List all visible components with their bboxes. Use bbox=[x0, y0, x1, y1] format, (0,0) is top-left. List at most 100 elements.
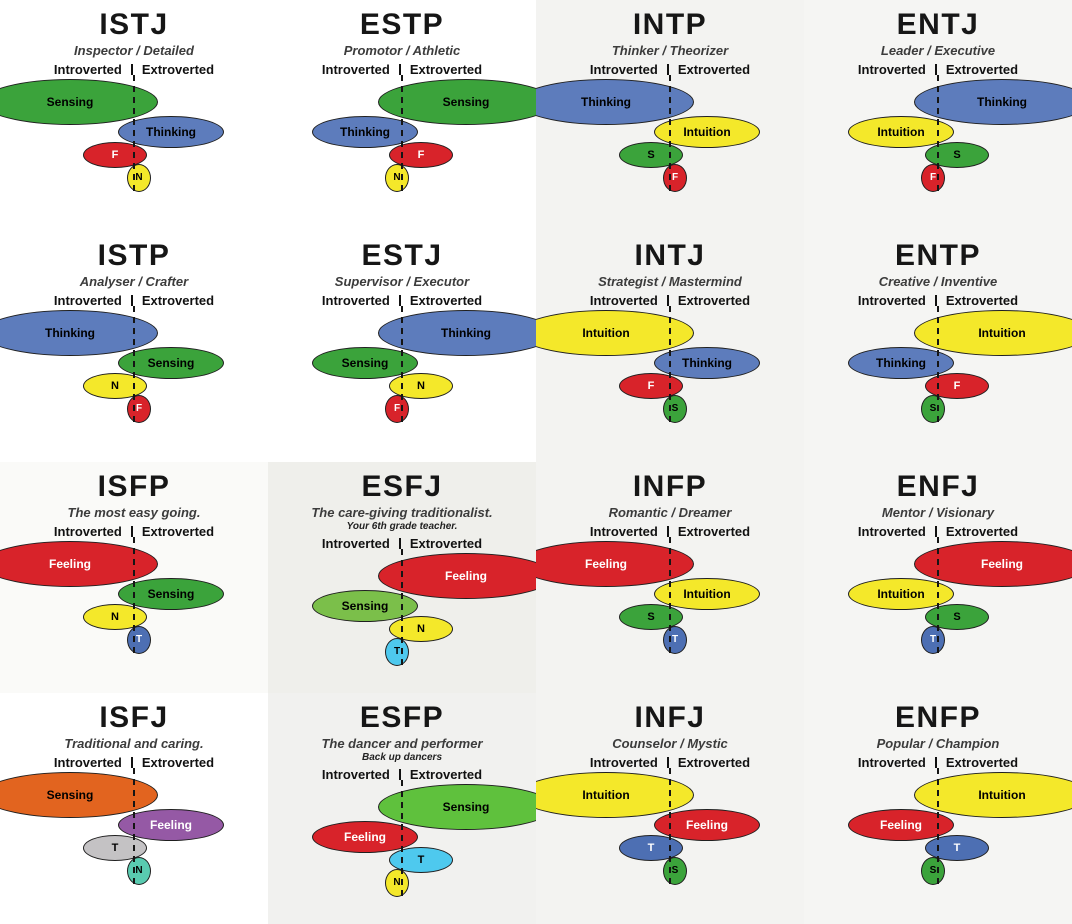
type-card-enfp: ENFP Popular / Champion Introverted Extr… bbox=[804, 693, 1072, 924]
function-label: N bbox=[393, 877, 401, 888]
function-label: Feeling bbox=[343, 829, 386, 844]
function-ellipse-feeling: Feeling bbox=[848, 808, 954, 841]
function-label: Sensing bbox=[341, 355, 389, 370]
function-ellipse-sensing: Sensing bbox=[0, 78, 158, 125]
function-label: T bbox=[135, 634, 143, 645]
introverted-label: Introverted bbox=[589, 523, 658, 539]
function-stack: Intuition Thinking F S bbox=[536, 305, 804, 433]
function-ellipse-t: T bbox=[925, 834, 989, 861]
function-label: Intuition bbox=[683, 586, 731, 601]
introverted-label: Introverted bbox=[53, 754, 122, 770]
function-ellipse-feeling: Feeling bbox=[312, 820, 418, 853]
type-subtitle: Inspector / Detailed bbox=[74, 42, 194, 58]
function-label: T bbox=[953, 841, 961, 854]
axis-labels: Introverted Extroverted bbox=[858, 62, 1018, 77]
function-ellipse-n: N bbox=[83, 372, 147, 399]
introvert-extrovert-divider-line bbox=[133, 767, 135, 887]
introverted-label: Introverted bbox=[321, 766, 390, 782]
extroverted-label: Extroverted bbox=[945, 523, 1019, 539]
type-title: ESFJ bbox=[361, 470, 443, 503]
function-ellipse-intuition: Intuition bbox=[914, 771, 1072, 818]
extroverted-label: Extroverted bbox=[409, 535, 483, 551]
type-title: ENTP bbox=[894, 239, 981, 272]
function-ellipse-t: T bbox=[83, 834, 147, 861]
function-ellipse-s: S bbox=[663, 856, 687, 885]
function-ellipse-sensing: Sensing bbox=[0, 771, 158, 818]
type-title: ISFP bbox=[97, 470, 171, 503]
function-label: Thinking bbox=[581, 94, 631, 109]
function-label: N bbox=[417, 622, 425, 635]
function-stack: Sensing Thinking F N bbox=[268, 74, 536, 202]
type-subtitle: The care-giving traditionalist. bbox=[311, 504, 493, 520]
function-ellipse-feeling: Feeling bbox=[914, 540, 1072, 587]
function-ellipse-s: S bbox=[921, 856, 945, 885]
function-ellipse-feeling: Feeling bbox=[378, 552, 536, 599]
function-ellipse-t: T bbox=[619, 834, 683, 861]
introverted-label: Introverted bbox=[857, 523, 926, 539]
function-ellipse-n: N bbox=[385, 868, 409, 897]
introverted-label: Introverted bbox=[857, 61, 926, 77]
function-ellipse-thinking: Thinking bbox=[914, 78, 1072, 125]
function-ellipse-feeling: Feeling bbox=[536, 540, 694, 587]
function-ellipse-f: F bbox=[385, 394, 409, 423]
axis-divider-tick bbox=[130, 63, 133, 75]
type-subtitle: Counselor / Mystic bbox=[612, 735, 728, 751]
extroverted-label: Extroverted bbox=[677, 292, 751, 308]
type-subtitle: Creative / Inventive bbox=[878, 273, 998, 289]
introverted-label: Introverted bbox=[53, 292, 122, 308]
type-title: ENFP bbox=[894, 701, 981, 734]
type-card-infj: INFJ Counselor / Mystic Introverted Extr… bbox=[536, 693, 804, 924]
axis-divider-tick bbox=[934, 756, 937, 768]
function-label: F bbox=[111, 148, 119, 161]
function-label: S bbox=[647, 610, 655, 623]
function-ellipse-thinking: Thinking bbox=[312, 115, 418, 148]
axis-divider-tick bbox=[666, 756, 669, 768]
function-label: Thinking bbox=[682, 355, 732, 370]
extroverted-label: Extroverted bbox=[141, 523, 215, 539]
function-ellipse-f: F bbox=[663, 163, 687, 192]
function-ellipse-f: F bbox=[389, 141, 453, 168]
type-subtitle: Traditional and caring. bbox=[64, 735, 204, 751]
type-note: Back up dancers bbox=[361, 751, 443, 763]
type-subtitle: Popular / Champion bbox=[876, 735, 1000, 751]
function-label: F bbox=[647, 379, 655, 392]
function-ellipse-f: F bbox=[921, 163, 945, 192]
function-ellipse-sensing: Sensing bbox=[312, 589, 418, 622]
function-stack: Intuition Thinking F S bbox=[804, 305, 1072, 433]
function-label: Sensing bbox=[147, 355, 195, 370]
function-label: S bbox=[953, 610, 961, 623]
type-title: ENTJ bbox=[896, 8, 980, 41]
function-label: Sensing bbox=[46, 787, 94, 802]
type-subtitle: Romantic / Dreamer bbox=[608, 504, 732, 520]
function-ellipse-intuition: Intuition bbox=[536, 309, 694, 356]
function-label: Feeling bbox=[980, 556, 1023, 571]
function-label: Thinking bbox=[441, 325, 491, 340]
type-card-entj: ENTJ Leader / Executive Introverted Extr… bbox=[804, 0, 1072, 231]
introvert-extrovert-divider-line bbox=[669, 305, 671, 425]
extroverted-label: Extroverted bbox=[141, 292, 215, 308]
axis-divider-tick bbox=[398, 537, 401, 549]
extroverted-label: Extroverted bbox=[409, 292, 483, 308]
type-subtitle: Mentor / Visionary bbox=[881, 504, 995, 520]
axis-divider-tick bbox=[934, 63, 937, 75]
type-title: INTJ bbox=[634, 239, 706, 272]
function-label: N bbox=[135, 172, 143, 183]
function-ellipse-intuition: Intuition bbox=[848, 577, 954, 610]
axis-labels: Introverted Extroverted bbox=[590, 293, 750, 308]
function-label: S bbox=[929, 865, 937, 876]
axis-labels: Introverted Extroverted bbox=[858, 524, 1018, 539]
type-subtitle: Analyser / Crafter bbox=[79, 273, 189, 289]
axis-labels: Introverted Extroverted bbox=[322, 767, 482, 782]
function-label: Sensing bbox=[46, 94, 94, 109]
axis-divider-tick bbox=[130, 756, 133, 768]
function-ellipse-sensing: Sensing bbox=[118, 577, 224, 610]
function-label: T bbox=[111, 841, 119, 854]
function-ellipse-thinking: Thinking bbox=[0, 309, 158, 356]
function-label: S bbox=[671, 403, 679, 414]
introverted-label: Introverted bbox=[321, 535, 390, 551]
type-card-istj: ISTJ Inspector / Detailed Introverted Ex… bbox=[0, 0, 268, 231]
function-label: Intuition bbox=[978, 325, 1026, 340]
axis-divider-tick bbox=[398, 294, 401, 306]
introverted-label: Introverted bbox=[589, 61, 658, 77]
